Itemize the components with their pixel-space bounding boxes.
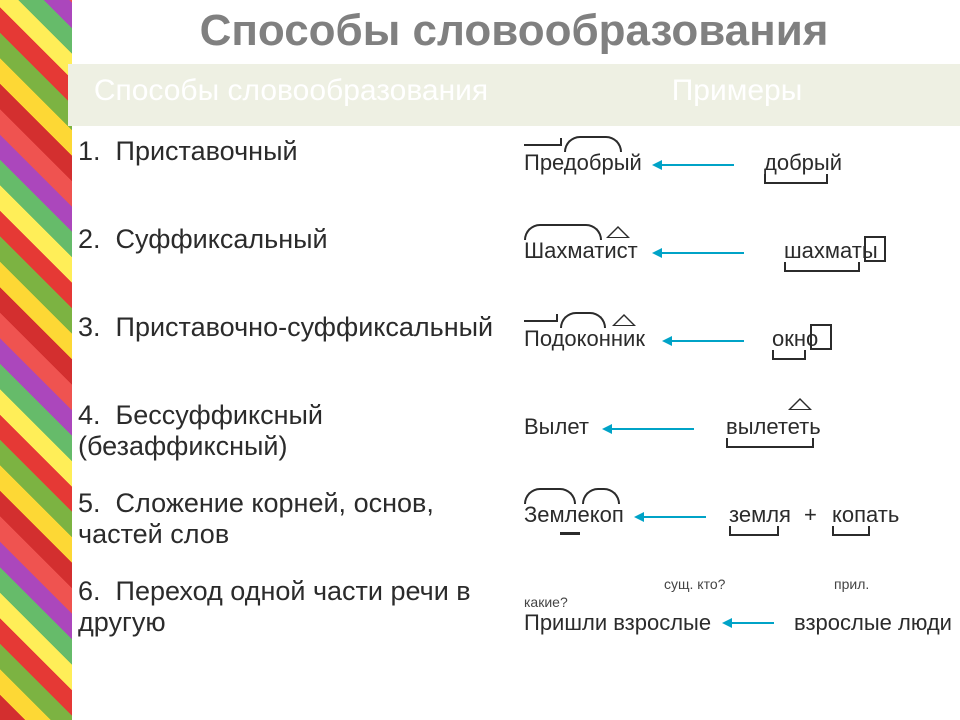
prefix-mark-icon (524, 138, 562, 146)
arrow-icon (654, 252, 744, 254)
table-row: 4. Бессуффиксный (безаффиксный) Вылет вы… (68, 390, 960, 478)
dash-line-icon (560, 532, 580, 535)
suffix-hat-icon (612, 314, 636, 326)
table-row: 2. Суффиксальный Шахматист шахматы (68, 214, 960, 302)
arrow-icon (654, 164, 734, 166)
source-word-b: копать (832, 502, 899, 528)
suffix-hat-icon (606, 226, 630, 238)
derived-word: Подоконник (524, 326, 645, 352)
method-cell: 3. Приставочно-суффиксальный (68, 302, 514, 390)
table-row: 3. Приставочно-суффиксальный Подоконник … (68, 302, 960, 390)
method-label: Сложение корней, основ, частей слов (78, 488, 434, 549)
row-num: 3. (78, 312, 101, 342)
arrow-icon (636, 516, 706, 518)
arrow-icon (724, 622, 774, 624)
derived-word: Шахматист (524, 238, 638, 264)
method-label: Суффиксальный (116, 224, 328, 254)
source-word: добрый (764, 150, 842, 176)
method-cell: 2. Суффиксальный (68, 214, 514, 302)
row-num: 6. (78, 576, 101, 606)
source-word: окно (772, 326, 818, 352)
row-num: 1. (78, 136, 101, 166)
method-label: Приставочно-суффиксальный (116, 312, 494, 342)
source-word-a: земля (729, 502, 791, 528)
method-label: Приставочный (116, 136, 298, 166)
derived-word: Вылет (524, 414, 589, 440)
example-cell: Землекоп земля + копать (514, 478, 960, 566)
method-cell: 6. Переход одной части речи в другую (68, 566, 514, 660)
method-cell: 4. Бессуффиксный (безаффиксный) (68, 390, 514, 478)
table-row: 5. Сложение корней, основ, частей слов З… (68, 478, 960, 566)
arrow-icon (664, 340, 744, 342)
source-word: шахматы (784, 238, 878, 264)
method-label: Бессуффиксный (безаффиксный) (78, 400, 323, 461)
word-formation-table: Способы словообразования Примеры 1. Прис… (68, 64, 960, 660)
method-label: Переход одной части речи в другую (78, 576, 471, 637)
prefix-mark-icon (524, 314, 558, 322)
suffix-hat-icon (788, 398, 812, 410)
source-word: вылететь (726, 414, 821, 440)
header-examples: Примеры (514, 64, 960, 126)
method-cell: 5. Сложение корней, основ, частей слов (68, 478, 514, 566)
example-cell: сущ. кто? прил. какие? Пришли взрослые в… (514, 566, 960, 660)
derived-word: Пришли взрослые (524, 610, 711, 636)
note-right: прил. (834, 576, 869, 592)
table-row: 1. Приставочный Предобрый добрый (68, 126, 960, 214)
plus-sign: + (804, 502, 817, 528)
derived-word: Предобрый (524, 150, 642, 176)
source-word: взрослые люди (794, 610, 952, 636)
method-cell: 1. Приставочный (68, 126, 514, 214)
example-cell: Вылет вылететь (514, 390, 960, 478)
example-cell: Подоконник окно (514, 302, 960, 390)
row-num: 2. (78, 224, 101, 254)
derived-word: Землекоп (524, 502, 624, 528)
page-title: Способы словообразования (68, 0, 960, 64)
example-cell: Предобрый добрый (514, 126, 960, 214)
row-num: 4. (78, 400, 101, 430)
row-num: 5. (78, 488, 101, 518)
decorative-stripe (0, 0, 72, 720)
content-area: Способы словообразования Способы словооб… (68, 0, 960, 720)
example-cell: Шахматист шахматы (514, 214, 960, 302)
note-above-left: какие? (524, 594, 568, 610)
note-left: сущ. кто? (664, 576, 725, 592)
arrow-icon (604, 428, 694, 430)
table-row: 6. Переход одной части речи в другую сущ… (68, 566, 960, 660)
header-methods: Способы словообразования (68, 64, 514, 126)
